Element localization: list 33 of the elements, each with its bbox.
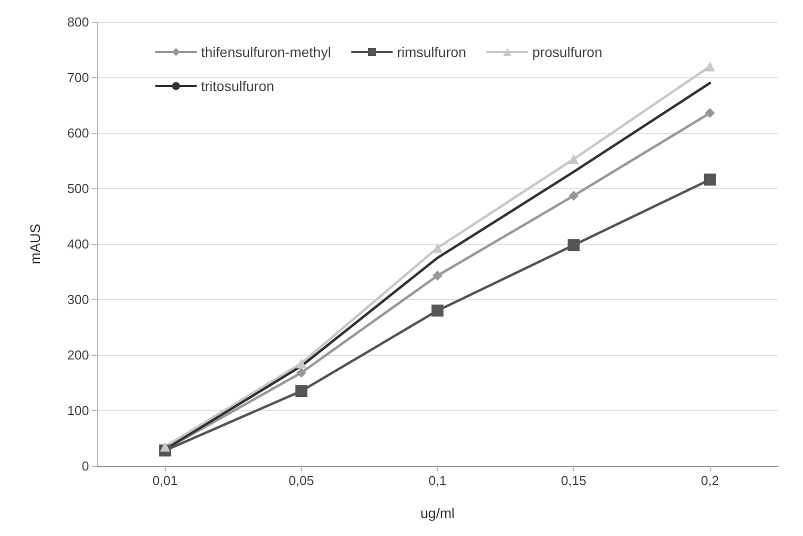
legend-label: thifensulfuron-methyl (201, 44, 331, 60)
point (432, 270, 442, 281)
y-tick-label: 100 (67, 403, 89, 418)
x-tick-label: 0,05 (288, 473, 314, 488)
point (295, 385, 308, 398)
y-tick-label: 300 (67, 292, 89, 307)
point (296, 358, 306, 368)
point (568, 239, 580, 252)
y-tick-label: 600 (67, 126, 89, 140)
legend-label: tritosulfuron (201, 78, 274, 94)
y-tick-label: 800 (67, 14, 89, 30)
legend-label: prosulfuron (532, 44, 602, 60)
y-tick-label: 700 (67, 70, 89, 85)
y-tick-label: 200 (67, 348, 89, 362)
legend-label: rimsulfuron (396, 44, 466, 60)
point (704, 108, 715, 118)
x-tick-label: 0,01 (152, 473, 178, 488)
point (296, 368, 306, 378)
x-axis-title: ug/ml (420, 505, 455, 521)
y-tick-label: 500 (67, 181, 89, 196)
point (160, 442, 170, 452)
point (704, 61, 715, 72)
point (568, 154, 579, 164)
y-tick-label: 0 (82, 458, 89, 474)
y-axis-title: mAUS (27, 224, 43, 264)
x-tick-label: 0,1 (428, 473, 447, 488)
point (432, 304, 444, 317)
point (704, 174, 716, 186)
x-tick-label: 0,2 (700, 473, 719, 488)
point (568, 190, 579, 201)
point (432, 242, 442, 253)
y-tick-label: 400 (67, 236, 89, 252)
x-tick-label: 0,15 (561, 473, 586, 488)
